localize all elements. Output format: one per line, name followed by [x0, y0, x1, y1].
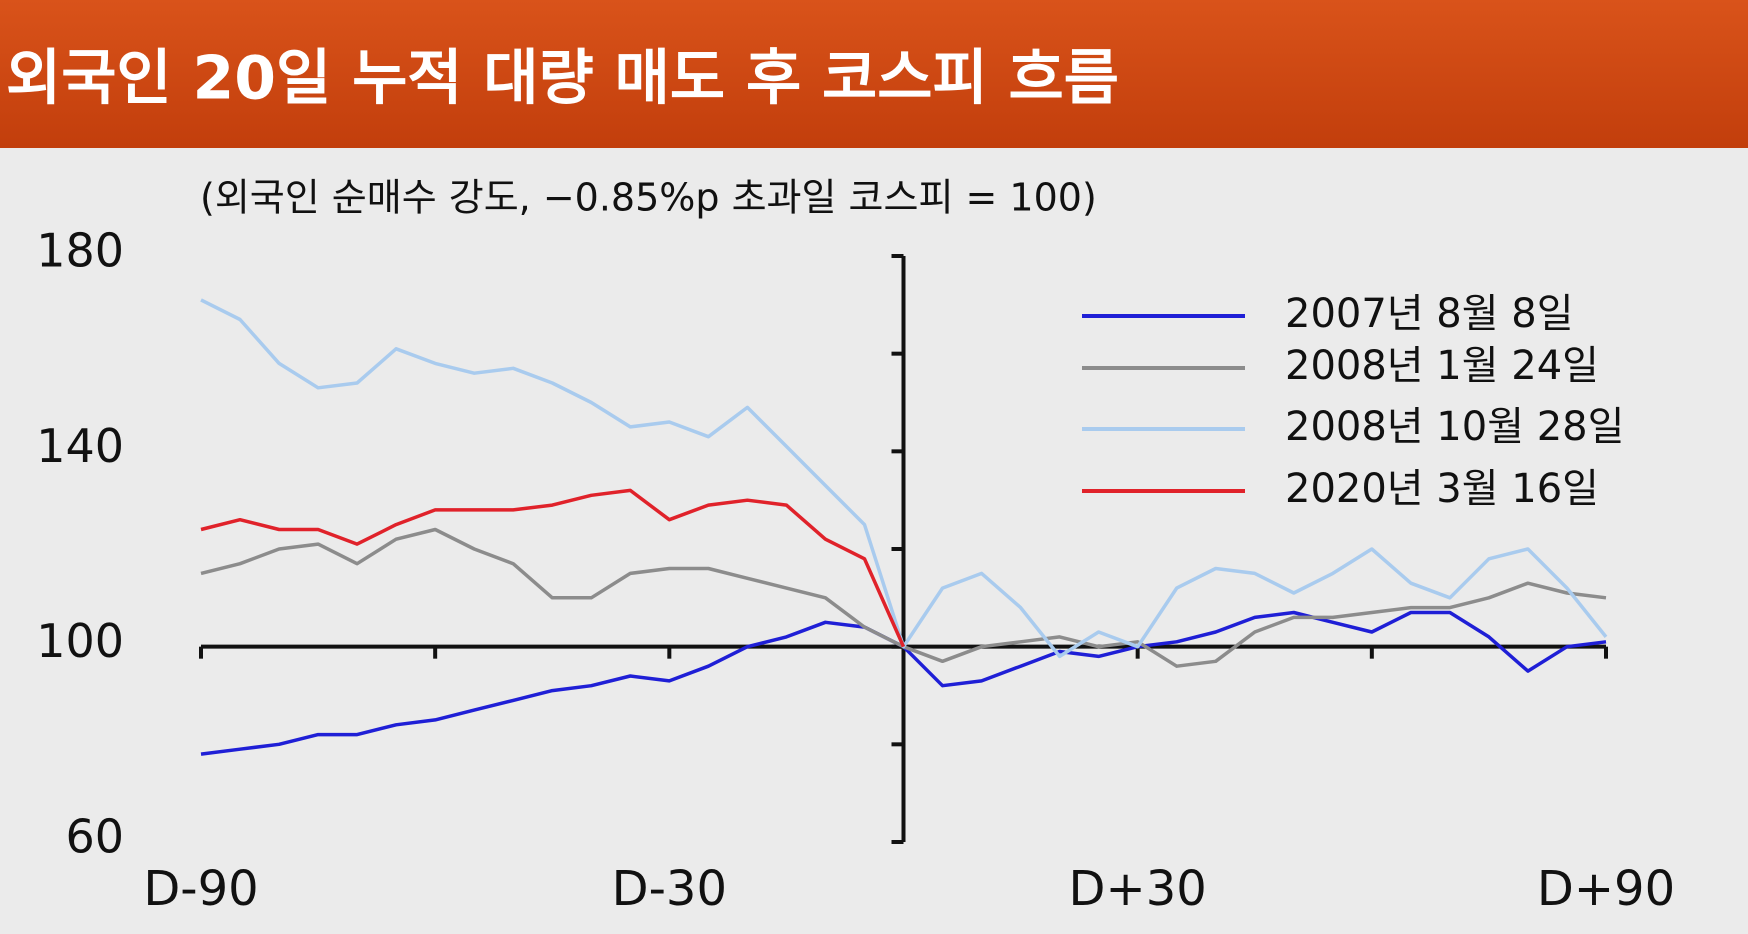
legend-label: 2007년 8월 8일 [1285, 291, 1574, 337]
y-tick-label: 140 [36, 419, 124, 473]
x-tick-label: D-90 [143, 861, 258, 917]
y-tick-label: 180 [36, 224, 124, 278]
x-tick-label: D+30 [1069, 861, 1207, 917]
series-line [200, 488, 906, 648]
y-tick-label: 60 [65, 810, 124, 864]
title-bar [0, 0, 1748, 148]
y-tick-label: 100 [36, 614, 124, 668]
chart-title: 외국인 20일 누적 대량 매도 후 코스피 흐름 [6, 44, 1119, 114]
legend-label: 2008년 1월 24일 [1285, 343, 1599, 389]
x-tick-label: D+90 [1537, 861, 1675, 917]
x-tick-label: D-30 [612, 861, 727, 917]
legend-label: 2020년 3월 16일 [1285, 466, 1599, 512]
legend-label: 2008년 10월 28일 [1285, 404, 1624, 450]
chart-subtitle: (외국인 순매수 강도, −0.85%p 초과일 코스피 = 100) [200, 176, 1097, 220]
